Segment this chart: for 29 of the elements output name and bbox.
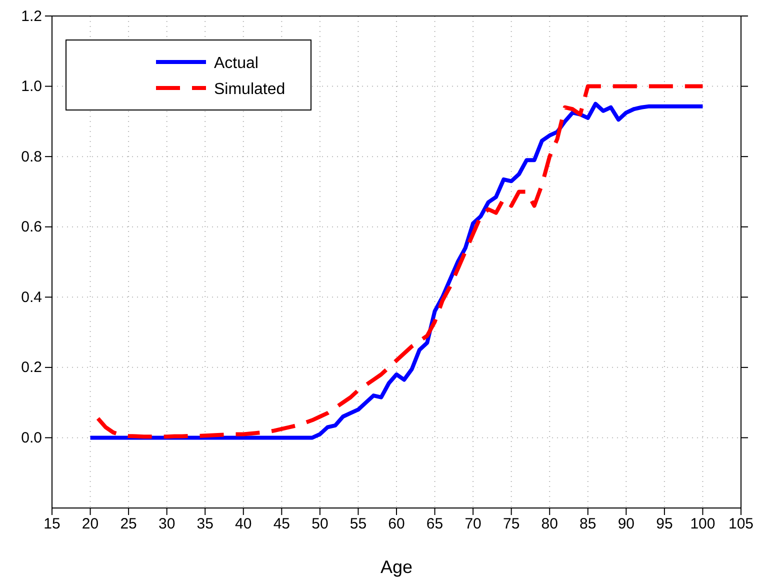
x-tick-label: 100 bbox=[690, 516, 716, 533]
x-tick-label: 25 bbox=[120, 516, 137, 533]
x-tick-label: 50 bbox=[312, 516, 328, 533]
x-tick-label: 90 bbox=[618, 516, 635, 533]
y-tick-label: 1.0 bbox=[21, 78, 42, 96]
y-tick-label: 1.2 bbox=[21, 8, 42, 25]
x-tick-label: 35 bbox=[196, 516, 214, 533]
x-tick-label: 85 bbox=[580, 516, 596, 533]
y-tick-label: 0.6 bbox=[21, 218, 42, 236]
x-tick-label: 65 bbox=[426, 516, 444, 533]
x-tick-label: 105 bbox=[728, 516, 754, 533]
legend-label: Actual bbox=[214, 55, 258, 72]
x-tick-label: 45 bbox=[273, 516, 290, 533]
y-tick-label: 0.2 bbox=[21, 359, 42, 376]
x-tick-label: 95 bbox=[656, 516, 673, 533]
y-tick-label: 0.4 bbox=[21, 288, 42, 306]
legend-label: Simulated bbox=[214, 81, 286, 98]
x-tick-label: 80 bbox=[541, 516, 558, 533]
x-tick-label: 20 bbox=[82, 516, 99, 533]
x-tick-label: 30 bbox=[158, 516, 176, 533]
x-tick-label: 70 bbox=[464, 516, 482, 533]
x-tick-label: 75 bbox=[502, 516, 520, 533]
x-tick-label: 55 bbox=[350, 516, 367, 533]
y-tick-label: 0.0 bbox=[21, 430, 42, 447]
x-tick-label: 60 bbox=[388, 516, 405, 533]
x-tick-label: 40 bbox=[235, 516, 252, 533]
y-tick-label: 0.8 bbox=[21, 148, 42, 166]
x-axis-title: Age bbox=[380, 557, 413, 577]
x-tick-label: 15 bbox=[44, 516, 60, 533]
